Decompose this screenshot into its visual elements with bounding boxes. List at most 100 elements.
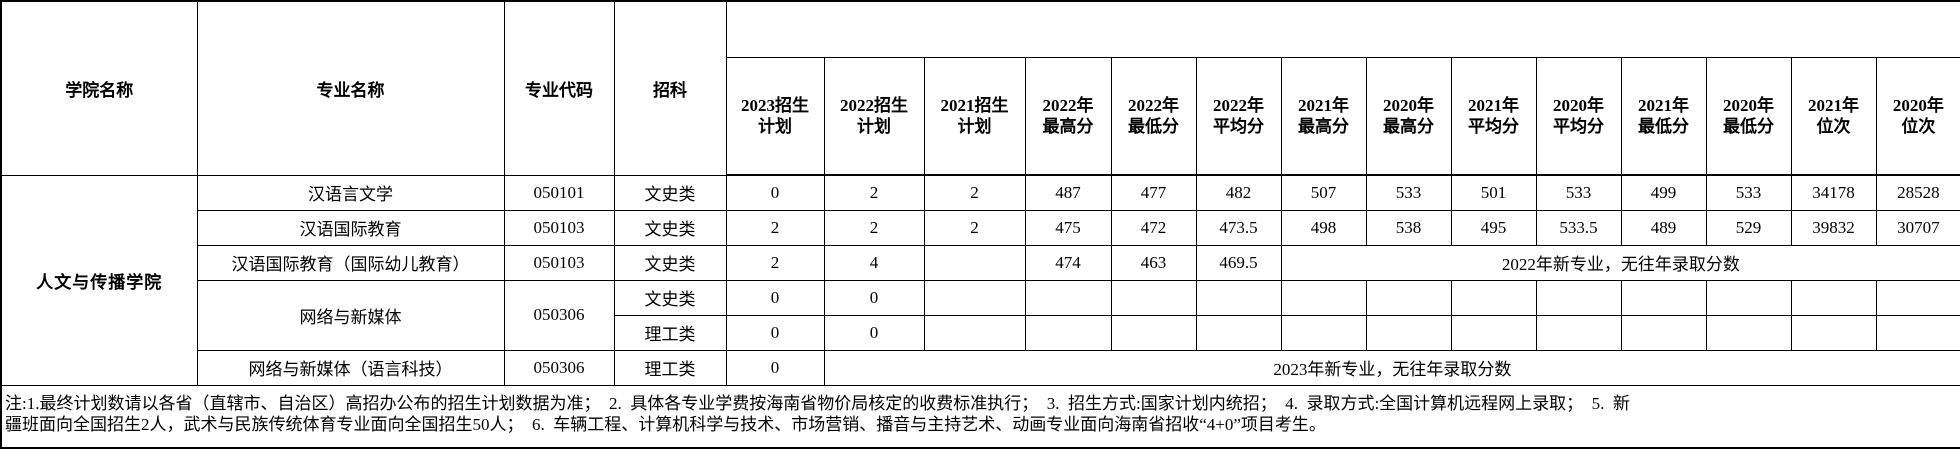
subject-cell: 文史类	[613, 244, 727, 281]
max-2022-cell: 487	[1024, 174, 1112, 211]
major-cell: 网络与新媒体（语言科技）	[196, 349, 505, 386]
empty-cell	[1110, 314, 1197, 351]
avg-2020-cell: 533.5	[1535, 209, 1622, 246]
table-row: 网络与新媒体 050306 文史类 0 0	[1, 279, 1960, 351]
min-2020-cell: 533	[1705, 174, 1792, 211]
max-2022-cell: 474	[1024, 244, 1112, 281]
plan-2022-cell: 4	[823, 244, 925, 281]
header-code: 专业代码	[503, 0, 615, 176]
footnote-line-2: 疆班面向全国招生2人，武术与民族传统体育专业面向全国招生50人； 6. 车辆工程…	[5, 414, 1326, 434]
empty-cell	[1195, 279, 1282, 316]
plan-2023-cell: 0	[725, 349, 825, 386]
header-max-2022: 2022年 最高分	[1024, 56, 1112, 176]
header-avg-2021: 2021年 平均分	[1450, 56, 1537, 176]
avg-2022-cell: 473.5	[1195, 209, 1282, 246]
header-min-2021: 2021年 最低分	[1620, 56, 1707, 176]
min-2022-cell: 472	[1110, 209, 1197, 246]
max-2021-cell: 507	[1280, 174, 1367, 211]
header-empty-band	[725, 0, 1960, 58]
empty-cell	[1620, 279, 1707, 316]
plan-2022-cell: 0	[823, 314, 925, 351]
subject-cell: 文史类	[613, 209, 727, 246]
code-cell: 050103	[503, 244, 615, 281]
avg-2020-cell: 533	[1535, 174, 1622, 211]
min-2022-cell: 477	[1110, 174, 1197, 211]
table-row: 汉语国际教育 050103 文史类 2 2 2 475 472 473.5 49…	[1, 209, 1960, 246]
header-plan-2021: 2021招生 计划	[923, 56, 1026, 176]
header-min-2020: 2020年 最低分	[1705, 56, 1792, 176]
header-plan-2023: 2023招生 计划	[725, 56, 825, 176]
rank-2021-cell: 34178	[1790, 174, 1877, 211]
avg-2022-cell: 469.5	[1195, 244, 1282, 281]
empty-cell	[1790, 279, 1877, 316]
plan-2023-cell: 0	[725, 314, 825, 351]
table-row: 人文与传播学院 汉语言文学 050101 文史类 0 2 2 487 477 4…	[0, 174, 1960, 386]
empty-cell	[1620, 314, 1707, 351]
empty-cell	[923, 314, 1026, 351]
plan-2022-cell: 0	[823, 279, 925, 316]
plan-2021-cell	[923, 244, 1026, 281]
code-cell: 050306	[503, 279, 615, 351]
footnote-line-1: 注:1.最终计划数请以各省（直辖市、自治区）高招办公布的招生计划数据为准； 2.…	[5, 393, 1630, 413]
header-avg-2022: 2022年 平均分	[1195, 56, 1282, 176]
plan-2022-cell: 2	[823, 174, 925, 211]
header-row-top: 学院名称 专业名称 专业代码 招科	[0, 0, 1960, 176]
subject-cell: 文史类	[613, 174, 727, 211]
avg-2021-cell: 501	[1450, 174, 1537, 211]
major-cell: 汉语国际教育	[196, 209, 505, 246]
plan-2021-cell: 2	[923, 174, 1026, 211]
code-cell: 050103	[503, 209, 615, 246]
table-row: 汉语国际教育（国际幼儿教育） 050103 文史类 2 4 474 463 46…	[1, 244, 1960, 281]
max-2020-cell: 533	[1365, 174, 1452, 211]
max-2020-cell: 538	[1365, 209, 1452, 246]
empty-cell	[1365, 279, 1452, 316]
footnote-row: 注:1.最终计划数请以各省（直辖市、自治区）高招办公布的招生计划数据为准； 2.…	[0, 384, 1960, 449]
table-row: 网络与新媒体（语言科技） 050306 理工类 0 2023年新专业，无往年录取…	[1, 349, 1960, 386]
plan-2023-cell: 0	[725, 174, 825, 211]
max-2022-cell: 475	[1024, 209, 1112, 246]
header-min-2022: 2022年 最低分	[1110, 56, 1197, 176]
header-rank-2020: 2020年 位次	[1875, 56, 1960, 176]
min-2021-cell: 489	[1620, 209, 1707, 246]
min-2022-cell: 463	[1110, 244, 1197, 281]
empty-cell	[1280, 314, 1367, 351]
empty-cell	[1365, 314, 1452, 351]
empty-cell	[1705, 314, 1792, 351]
footnote-cell: 注:1.最终计划数请以各省（直辖市、自治区）高招办公布的招生计划数据为准； 2.…	[0, 384, 1960, 449]
code-cell: 050101	[503, 174, 615, 211]
header-row-years: 2023招生 计划 2022招生 计划 2021招生 计划 2022年 最高分 …	[1, 56, 1960, 176]
empty-cell	[1535, 314, 1622, 351]
rank-2020-cell: 30707	[1875, 209, 1960, 246]
max-2021-cell: 498	[1280, 209, 1367, 246]
plan-2023-cell: 2	[725, 209, 825, 246]
header-avg-2020: 2020年 平均分	[1535, 56, 1622, 176]
empty-cell	[923, 279, 1026, 316]
empty-cell	[1535, 279, 1622, 316]
avg-2022-cell: 482	[1195, 174, 1282, 211]
header-college: 学院名称	[0, 0, 198, 176]
college-name-cell: 人文与传播学院	[0, 174, 198, 386]
empty-cell	[1450, 314, 1537, 351]
header-major: 专业名称	[196, 0, 505, 176]
avg-2021-cell: 495	[1450, 209, 1537, 246]
empty-cell	[1110, 279, 1197, 316]
new-major-note-2022: 2022年新专业，无往年录取分数	[1280, 244, 1960, 281]
code-cell: 050306	[503, 349, 615, 386]
admission-table: 学院名称 专业名称 专业代码 招科 2023招生 计划 2022招生 计划 20…	[0, 0, 1960, 449]
empty-cell	[1024, 279, 1112, 316]
plan-2022-cell: 2	[823, 209, 925, 246]
new-major-note-2023: 2023年新专业，无往年录取分数	[823, 349, 1960, 386]
rank-2020-cell: 28528	[1875, 174, 1960, 211]
major-cell: 汉语国际教育（国际幼儿教育）	[196, 244, 505, 281]
empty-cell	[1790, 314, 1877, 351]
plan-2023-cell: 2	[725, 244, 825, 281]
min-2020-cell: 529	[1705, 209, 1792, 246]
subject-cell: 理工类	[613, 314, 727, 351]
header-max-2020: 2020年 最高分	[1365, 56, 1452, 176]
empty-cell	[1450, 279, 1537, 316]
empty-cell	[1280, 279, 1367, 316]
empty-cell	[1195, 314, 1282, 351]
subject-cell: 文史类	[613, 279, 727, 316]
header-rank-2021: 2021年 位次	[1790, 56, 1877, 176]
subject-cell: 理工类	[613, 349, 727, 386]
